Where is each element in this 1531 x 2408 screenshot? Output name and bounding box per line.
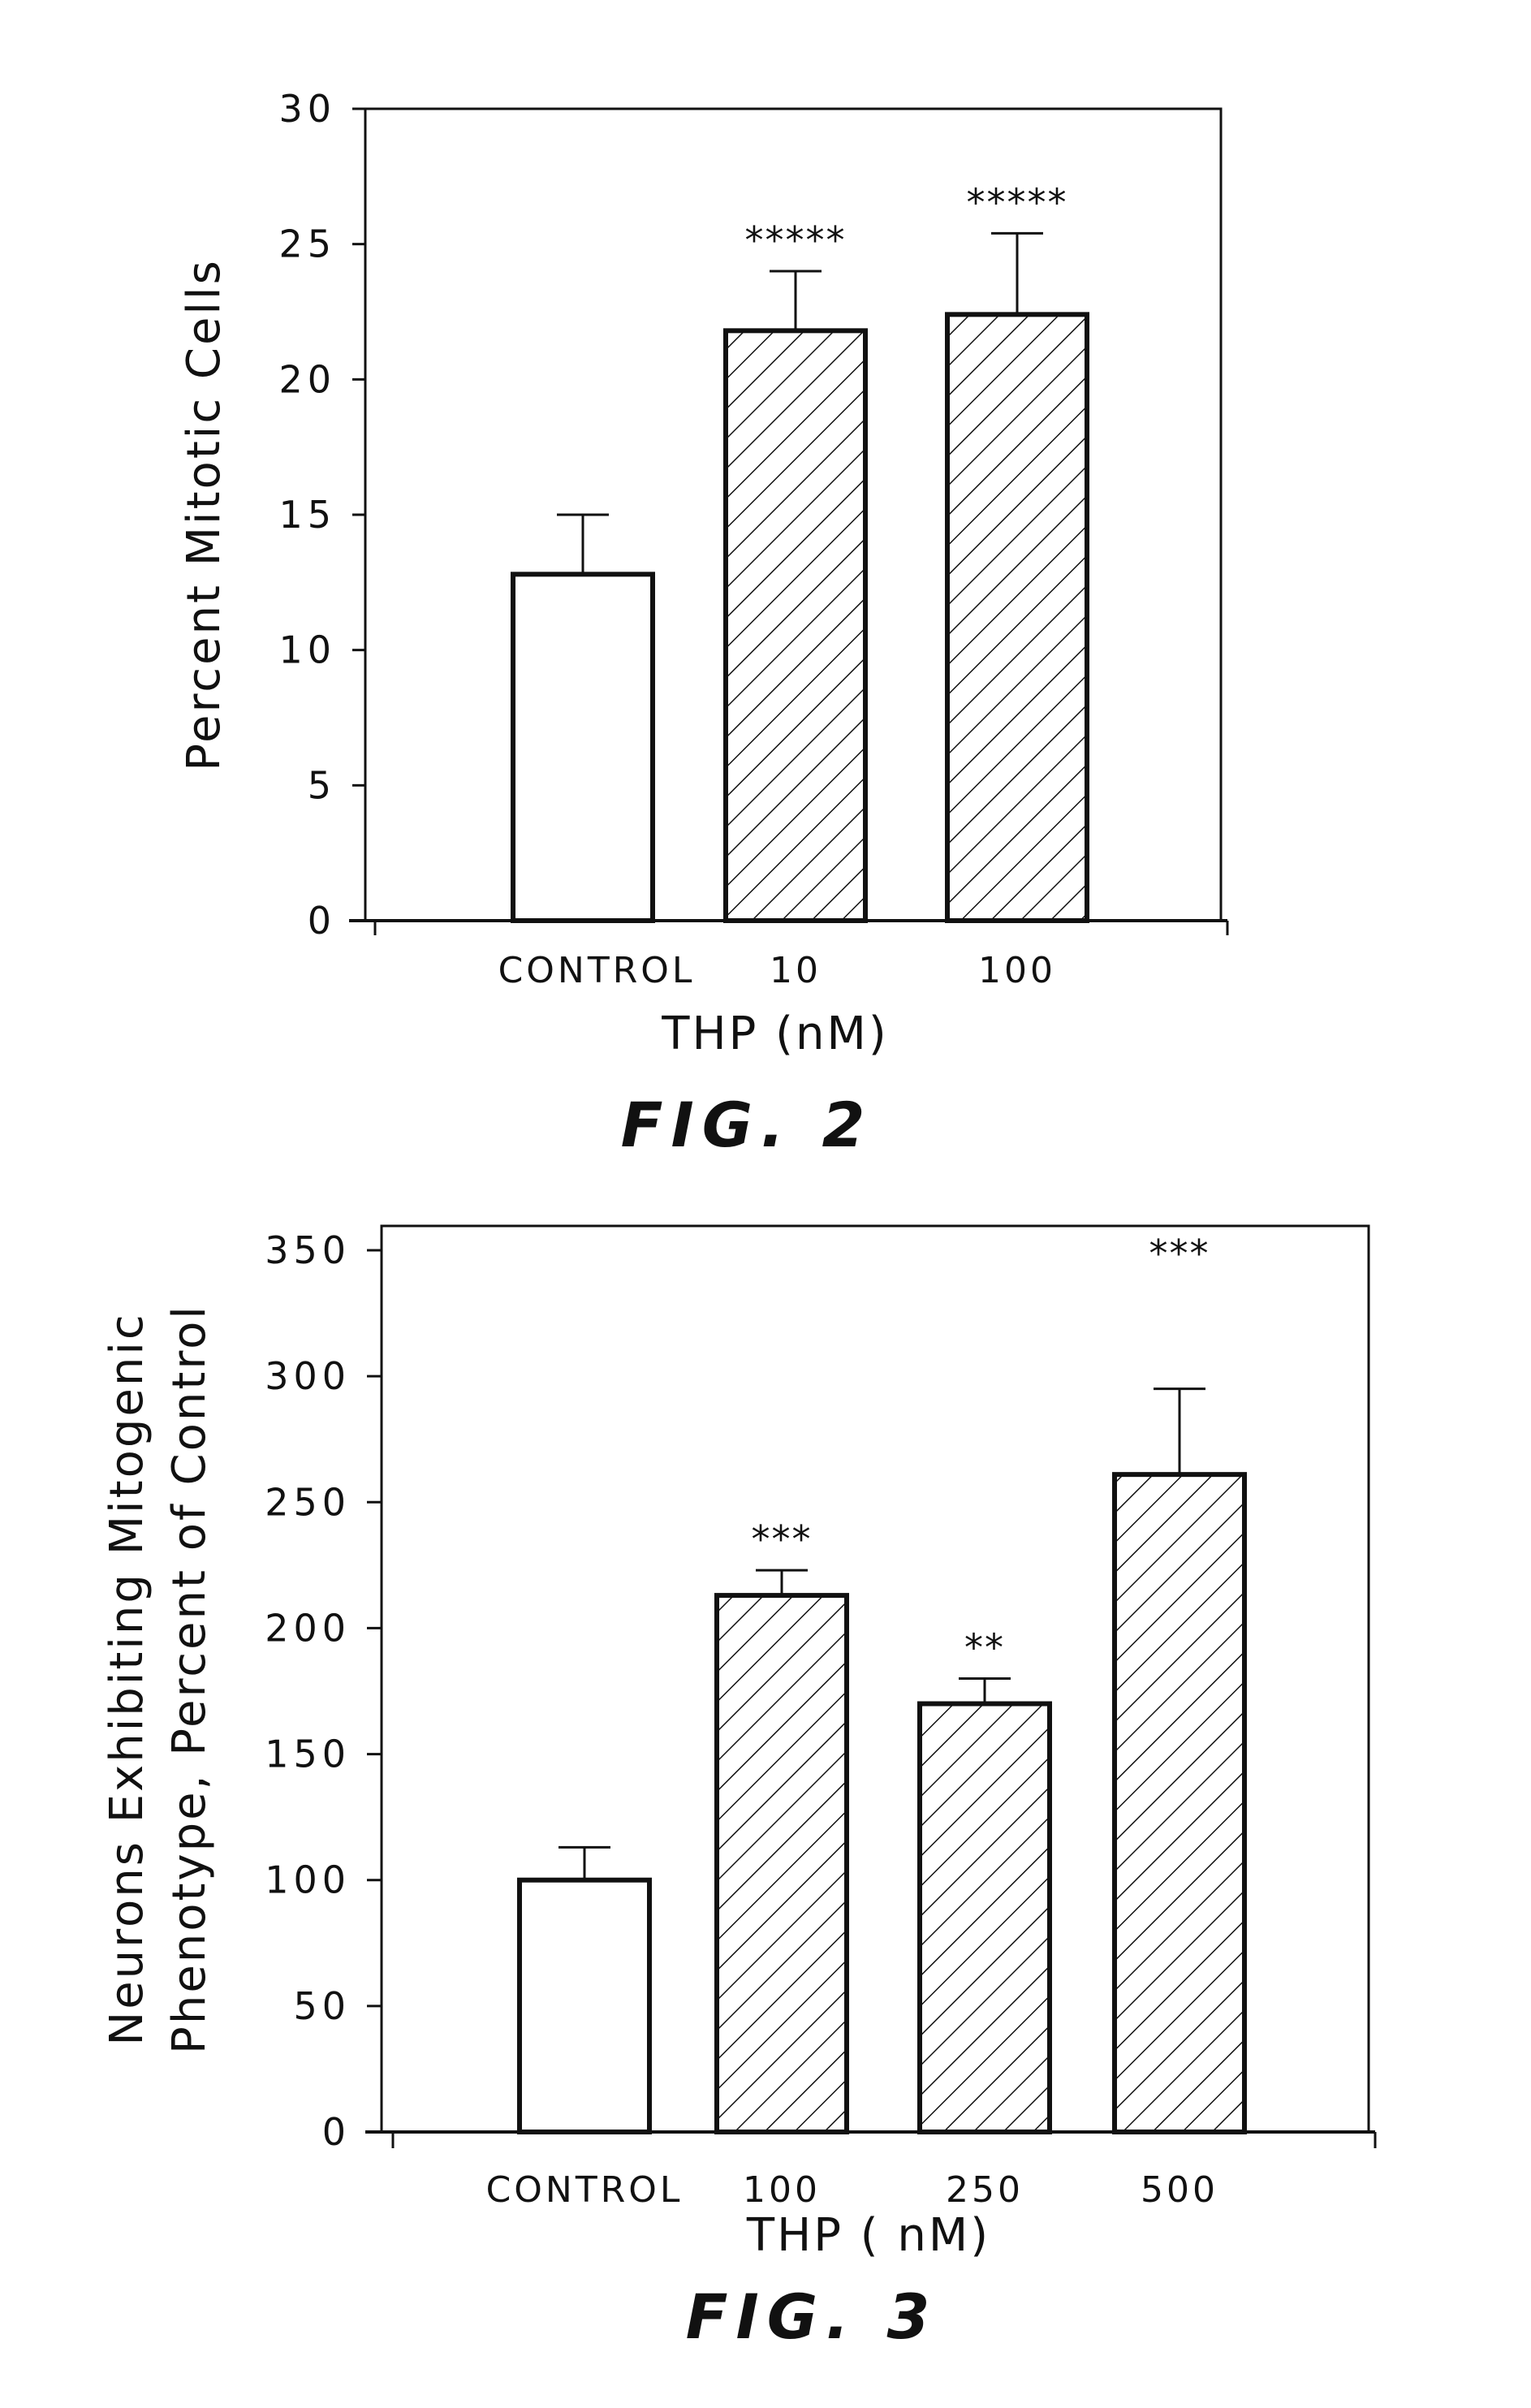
figure-caption: FIG. 3 <box>686 2281 938 2353</box>
x-tick-labels: CONTROL 10 100 <box>498 950 1056 991</box>
bar <box>726 330 865 921</box>
significance-label: ***** <box>967 180 1068 224</box>
figure-canvas: 051015202530 ********** CONTROL10100 THP… <box>0 0 1531 2408</box>
y-tick-label: 10 <box>278 628 336 672</box>
x-tick-label: CONTROL <box>486 2169 684 2211</box>
chart-fig3: 050100150200250300350 ******** CONTROL10… <box>101 1226 1375 2353</box>
y-tick-label: 300 <box>265 1354 351 1398</box>
x-tick-label: CONTROL <box>498 950 696 991</box>
y-tick-label: 150 <box>265 1733 351 1776</box>
bar <box>920 1704 1050 2132</box>
bars: ******** <box>520 1232 1244 2132</box>
significance-label: ** <box>964 1625 1005 1669</box>
y-tick-label: 100 <box>265 1858 351 1902</box>
x-tick-labels: CONTROL 100 250 500 <box>486 2169 1218 2211</box>
bar <box>1115 1474 1244 2132</box>
y-ticks: 0 50 100 150 200 250 300 350 <box>265 1228 382 2154</box>
bars: ***** ***** <box>513 180 1087 921</box>
y-ticks: 0 5 10 15 20 25 30 <box>278 87 365 943</box>
x-tick-label: 250 <box>946 2169 1024 2211</box>
x-tick-label: 100 <box>743 2169 821 2211</box>
y-tick-label: 250 <box>265 1480 351 1524</box>
figure-caption: FIG. 2 <box>621 1089 873 1161</box>
chart-fig2: 0 5 10 15 20 25 30 ***** ***** CONTROL 10 100 THP… <box>178 87 1227 1161</box>
x-axis-title: THP ( nM) <box>746 2209 990 2262</box>
y-tick-label: 0 <box>322 2110 351 2154</box>
bar <box>520 1880 649 2132</box>
y-tick-label: 350 <box>265 1228 351 1272</box>
significance-label: ***** <box>745 218 847 262</box>
x-tick-label: 10 <box>770 950 822 991</box>
y-tick-label: 30 <box>278 87 336 131</box>
y-axis-title-line-2: Phenotype, Percent of Control <box>163 1304 216 2054</box>
y-axis-title: Percent Mitotic Cells <box>178 258 231 771</box>
bar <box>717 1595 847 2132</box>
y-tick-label: 20 <box>278 357 336 401</box>
bar <box>513 574 653 921</box>
y-tick-label: 15 <box>278 493 336 537</box>
x-tick-label: 100 <box>978 950 1056 991</box>
y-axis-title-line-1: Neurons Exhibiting Mitogenic <box>101 1312 153 2045</box>
x-axis-title: THP (nM) <box>661 1008 888 1060</box>
x-tick-label: 500 <box>1141 2169 1218 2211</box>
y-tick-label: 0 <box>308 899 336 943</box>
significance-label: *** <box>752 1517 813 1561</box>
significance-label: *** <box>1149 1232 1210 1275</box>
bar <box>947 314 1087 921</box>
y-tick-label: 50 <box>293 1984 351 2028</box>
y-tick-label: 5 <box>308 763 336 807</box>
y-tick-label: 200 <box>265 1606 351 1650</box>
y-tick-label: 25 <box>278 222 336 266</box>
